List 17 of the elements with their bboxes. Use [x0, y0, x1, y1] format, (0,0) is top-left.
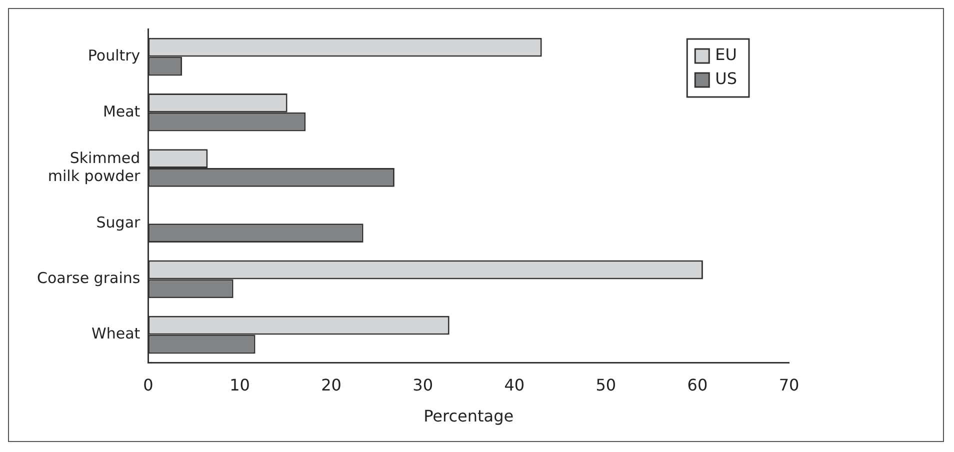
- x-tick-label: 70: [778, 375, 800, 394]
- x-tick-label: 20: [321, 375, 342, 394]
- y-tick-label: Skimmed milk powder: [48, 148, 142, 185]
- legend-label: EU: [715, 45, 737, 64]
- y-tick-label: Meat: [102, 102, 140, 120]
- x-axis-title: Percentage: [424, 406, 514, 426]
- y-tick-label: Sugar: [96, 213, 142, 232]
- x-tick-label: 40: [504, 375, 525, 394]
- y-tick-label: Wheat: [92, 324, 140, 343]
- x-tick-label: 10: [230, 375, 250, 394]
- x-tick-label: 30: [412, 375, 434, 394]
- x-tick-label: 50: [596, 375, 616, 394]
- y-tick-label: Poultry: [88, 46, 140, 65]
- x-tick-label: 60: [687, 375, 708, 394]
- legend-label: US: [715, 69, 738, 88]
- x-tick-label: 0: [143, 375, 154, 394]
- y-tick-label: Coarse grains: [36, 269, 140, 288]
